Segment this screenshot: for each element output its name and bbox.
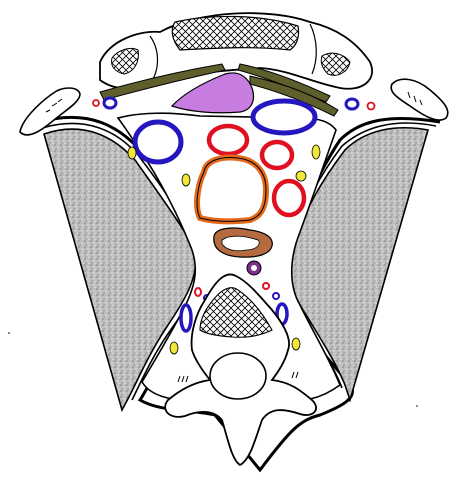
speck-left xyxy=(8,332,10,334)
tiny-artery-top-right xyxy=(366,101,376,111)
small-vein-left xyxy=(179,303,193,333)
small-vessel-right-b xyxy=(272,292,280,300)
nerve-left-upper xyxy=(127,146,137,160)
right-small-bone-marks xyxy=(407,91,423,106)
artery-2 xyxy=(259,139,295,171)
nerve-right-lower xyxy=(291,337,301,351)
small-vessel-left-a xyxy=(194,287,202,297)
tiny-vein-top-left xyxy=(102,96,118,110)
left-small-bone xyxy=(19,87,81,136)
olive-band-right-lower xyxy=(249,75,339,117)
right-large-vein xyxy=(250,98,318,136)
artery-1 xyxy=(206,123,250,157)
airway-outline xyxy=(196,157,267,222)
olive-band-left xyxy=(99,63,226,101)
nerve-left-lower xyxy=(169,341,179,355)
airway-lumen xyxy=(194,154,270,225)
speck-right xyxy=(416,405,418,407)
left-small-bone-marks xyxy=(45,98,63,113)
top-bone-hatch-right xyxy=(320,52,351,76)
top-bone-divider-right xyxy=(309,23,317,75)
lower-vertebra-side-marks-right xyxy=(291,371,299,379)
lymph-node-center xyxy=(251,265,257,271)
nerve-right-upper xyxy=(311,144,321,160)
olive-band-right-upper xyxy=(237,63,331,103)
lower-vertebra-hatch xyxy=(199,287,273,338)
lower-vertebra-side-marks-left xyxy=(177,375,189,383)
vertebral-canal xyxy=(209,352,267,400)
tiny-vein-top-right xyxy=(344,97,360,111)
top-bone-hatch-left xyxy=(111,47,139,75)
esophagus-lumen xyxy=(221,235,260,252)
nerve-right-mid xyxy=(295,170,307,182)
left-large-vein xyxy=(132,119,184,165)
tiny-artery-top-left xyxy=(92,99,100,107)
right-small-bone xyxy=(390,78,449,121)
purple-mass xyxy=(170,72,255,114)
nerve-mid-left xyxy=(181,173,191,187)
small-vessel-right-a xyxy=(262,282,270,290)
top-bone-hatch-center xyxy=(171,15,300,51)
artery-3 xyxy=(271,178,307,218)
